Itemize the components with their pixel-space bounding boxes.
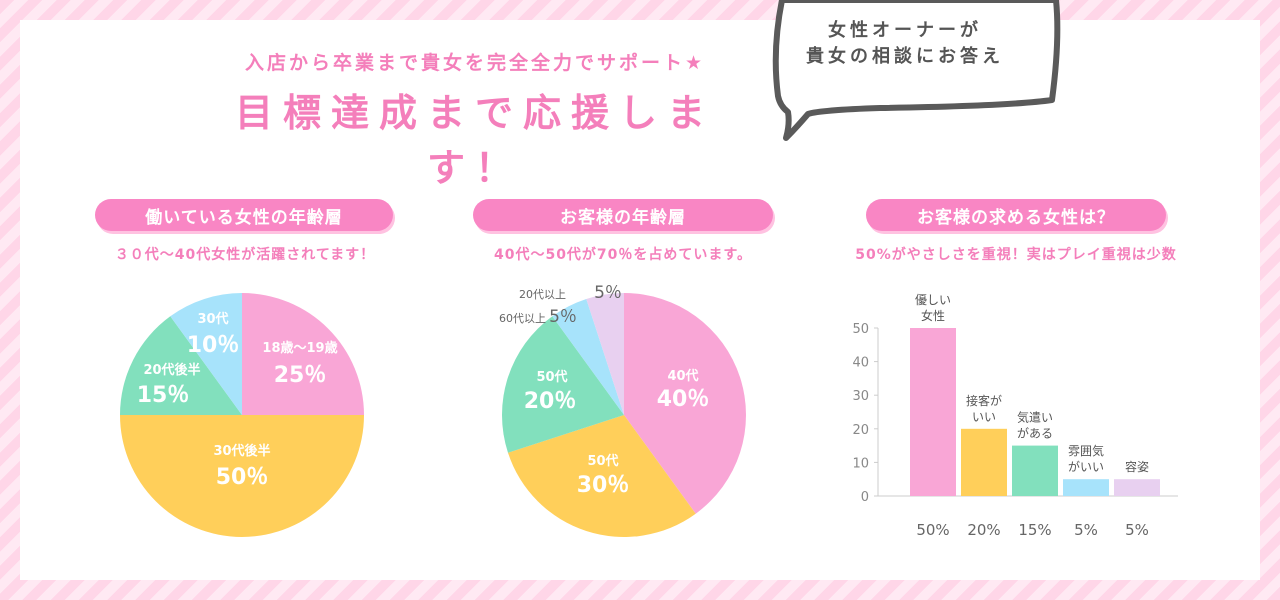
page-subtitle: 入店から卒業まで貴女を完全全力でサポート★ <box>244 52 706 74</box>
page-title: 目標達成まで応援します！ <box>234 91 715 190</box>
bubble-text: 女性オーナーが 貴女の相談にお答え <box>780 18 1030 70</box>
panel-heading-customer-age: お客様の年齢層 <box>473 199 773 231</box>
panel-caption-preference: 50%がやさしさを重視！実はプレイ重視は少数 <box>855 247 1177 263</box>
panel-heading-preference: お客様の求める女性は？ <box>866 199 1166 231</box>
panel-heading-staff-age: 働いている女性の年齢層 <box>95 199 393 231</box>
panel-caption-staff-age: ３０代〜40代女性が活躍されてます！ <box>114 247 376 263</box>
panel-caption-customer-age: 40代〜50代が70％を占めています。 <box>493 247 753 263</box>
bubble-line-1: 女性オーナーが <box>828 20 982 41</box>
speech-bubble <box>772 0 1061 141</box>
bubble-line-2: 貴女の相談にお答え <box>806 46 1004 67</box>
